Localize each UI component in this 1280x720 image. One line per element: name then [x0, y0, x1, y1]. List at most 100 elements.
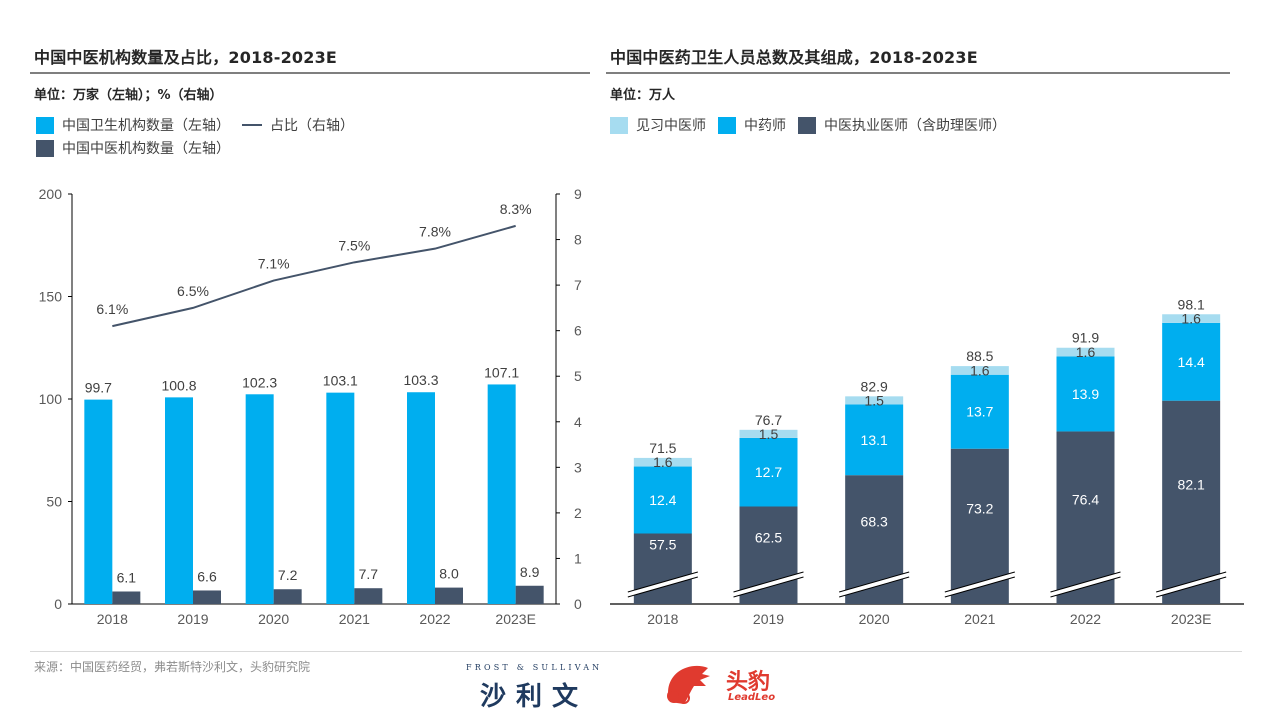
right-chart-title: 中国中医药卫生人员总数及其组成，2018-2023E	[610, 48, 978, 67]
bar-label-tcm-institutions: 6.6	[197, 568, 217, 584]
stacked-segment-intern-physician	[739, 429, 798, 438]
stacked-segment-licensed-physician	[1162, 400, 1221, 604]
bar-health-institutions	[84, 399, 113, 604]
bar-tcm-institutions	[273, 589, 302, 604]
total-label: 88.5	[966, 348, 993, 364]
share-point-label: 6.5%	[177, 283, 209, 299]
stacked-segment-pharmacist	[950, 374, 1009, 449]
bar-health-institutions	[487, 384, 516, 604]
leadleo-leopard-icon	[667, 665, 710, 704]
left-legend-row-1: 中国卫生机构数量（左轴） 占比（右轴）	[36, 115, 366, 135]
x-tick-label: 2018	[97, 611, 128, 627]
segment-label-pharmacist: 13.7	[966, 404, 993, 420]
x-tick-label: 2023E	[495, 611, 535, 627]
segment-label-intern-physician: 1.6	[970, 362, 990, 378]
footer-divider	[30, 651, 1242, 652]
bar-label-tcm-institutions: 6.1	[117, 569, 137, 585]
leadleo-logo-en: LeadLeo	[728, 692, 776, 703]
stacked-segment-intern-physician	[950, 366, 1009, 375]
x-tick-label: 2022	[419, 611, 450, 627]
bar-tcm-institutions	[435, 587, 463, 604]
right-y-tick-label: 1	[574, 550, 582, 566]
bar-tcm-institutions	[112, 591, 141, 604]
axis-break-gap	[627, 572, 698, 597]
axis-break-line	[944, 571, 1015, 593]
left-chart: 0 50 100 150 200 0 1 2 3 4 5 6 7 8 9 99.7 6.1 2018 100.8 6.…	[39, 186, 582, 627]
segment-label-licensed-physician: 73.2	[966, 500, 993, 516]
legend-label: 中国中医机构数量（左轴）	[62, 141, 230, 157]
source-note: 来源：中国医药经贸，弗若斯特沙利文，头豹研究院	[34, 660, 311, 674]
x-tick-label: 2018	[647, 611, 678, 627]
segment-label-licensed-physician: 57.5	[649, 537, 676, 553]
legend-item-share: 占比（右轴）	[242, 115, 354, 135]
bar-label-health-institutions: 100.8	[161, 377, 196, 393]
x-tick-label: 2020	[258, 611, 289, 627]
stacked-segment-intern-physician	[1162, 314, 1221, 323]
bar-label-health-institutions: 103.3	[403, 372, 438, 388]
left-y-tick-label: 50	[46, 494, 62, 510]
x-tick-label: 2019	[177, 611, 208, 627]
legend-item-tcm-institutions: 中国中医机构数量（左轴）	[36, 138, 230, 158]
bar-label-tcm-institutions: 7.7	[359, 566, 379, 582]
axis-break-line	[1050, 571, 1121, 593]
segment-label-pharmacist: 13.9	[1072, 386, 1099, 402]
share-point-label: 7.8%	[419, 224, 451, 240]
total-label: 98.1	[1178, 296, 1205, 312]
right-y-tick-label: 9	[574, 186, 582, 202]
x-tick-label: 2021	[339, 611, 370, 627]
stacked-segment-pharmacist	[1162, 322, 1221, 401]
axis-break-gap	[839, 572, 910, 597]
axis-break-line	[733, 571, 804, 593]
right-y-tick-label: 2	[574, 505, 582, 521]
bar-label-tcm-institutions: 8.9	[520, 564, 540, 580]
x-tick-label: 2022	[1070, 611, 1101, 627]
legend-swatch	[36, 139, 54, 157]
right-y-tick-label: 8	[574, 232, 582, 248]
stacked-segment-pharmacist	[1056, 356, 1115, 432]
segment-label-pharmacist: 14.4	[1178, 354, 1205, 370]
legend-label: 见习中医师	[636, 118, 706, 134]
stacked-segment-pharmacist	[633, 466, 692, 534]
right-y-tick-label: 5	[574, 368, 582, 384]
right-title-divider	[606, 72, 1230, 74]
share-point-label: 7.5%	[338, 237, 370, 253]
right-y-tick-label: 0	[574, 596, 582, 612]
left-chart-unit: 单位：万家（左轴）；%（右轴）	[34, 88, 223, 103]
bar-tcm-institutions	[515, 585, 544, 604]
segment-label-pharmacist: 13.1	[861, 432, 888, 448]
stacked-segment-licensed-physician	[1056, 431, 1115, 604]
left-y-tick-label: 150	[39, 289, 63, 305]
axis-break-line	[839, 576, 910, 598]
segment-label-intern-physician: 1.5	[864, 392, 884, 408]
segment-label-intern-physician: 1.6	[653, 454, 673, 470]
bar-health-institutions	[245, 394, 274, 604]
legend-item-intern-physician: 见习中医师	[610, 115, 706, 135]
stacked-segment-pharmacist	[739, 437, 798, 507]
legend-label: 中药师	[744, 118, 786, 134]
segment-label-pharmacist: 12.4	[649, 492, 676, 508]
axis-break-line	[839, 571, 910, 593]
stacked-segment-pharmacist	[845, 404, 904, 476]
right-y-tick-label: 4	[574, 414, 582, 430]
share-point-label: 6.1%	[96, 301, 128, 317]
left-chart-title: 中国中医机构数量及占比，2018-2023E	[34, 48, 338, 67]
legend-line-swatch	[242, 124, 262, 126]
axis-break-gap	[733, 572, 804, 597]
leadleo-logo-cn: 头豹	[726, 670, 771, 695]
legend-item-pharmacist: 中药师	[718, 115, 786, 135]
legend-label: 中国卫生机构数量（左轴）	[62, 118, 230, 134]
segment-label-intern-physician: 1.5	[759, 426, 779, 442]
legend-swatch	[610, 116, 628, 134]
share-line	[112, 224, 516, 328]
frost-sullivan-logo-text: FROST & SULLIVAN	[466, 663, 603, 672]
bar-label-health-institutions: 103.1	[323, 373, 358, 389]
right-y-tick-label: 6	[574, 323, 582, 339]
axis-break-line	[1156, 571, 1227, 593]
axis-break-line	[733, 576, 804, 598]
segment-label-licensed-physician: 62.5	[755, 529, 782, 545]
legend-label: 占比（右轴）	[270, 118, 354, 134]
bar-label-tcm-institutions: 8.0	[439, 566, 459, 582]
axis-break-gap	[1050, 572, 1121, 597]
right-y-tick-label: 3	[574, 459, 582, 475]
legend-swatch	[718, 116, 736, 134]
